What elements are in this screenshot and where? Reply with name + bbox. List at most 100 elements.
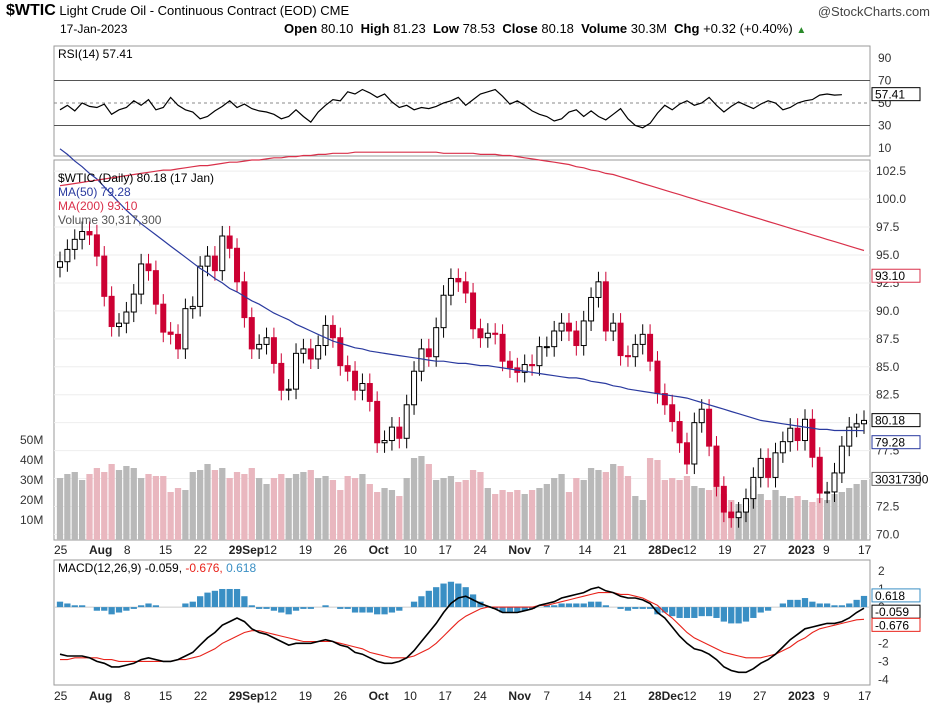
volume-bar [381,488,388,540]
volume-bar [93,468,101,540]
price-x-label: 27 [753,543,767,557]
volume-bar [543,484,550,540]
volume-bar [204,464,211,540]
volume-tick-label: 40M [20,453,43,467]
volume-bar [492,494,499,540]
macd-histogram-bar [499,607,506,613]
price-x-label: Aug [89,543,112,557]
chg-label: Chg [674,21,700,36]
candle-body [263,337,270,345]
candle-body [152,270,159,305]
candle-body [93,234,100,257]
volume-bar [256,478,263,540]
candle-body [809,418,816,458]
price-x-label: 29Sep [229,543,264,557]
macd-x-label: 27 [753,689,767,703]
macd-histogram-bar [381,607,388,615]
candle-body [499,333,506,362]
macd-histogram-bar [344,607,351,609]
price-x-label: 7 [543,543,550,557]
candle-body [315,345,322,360]
candle-body [433,327,440,358]
brand-logo[interactable]: @StockCharts.com [817,4,930,19]
price-x-label: 8 [124,543,131,557]
volume-bar [757,494,764,540]
candle-body [322,324,329,347]
volume-bar [772,490,779,540]
candle-body [477,328,484,339]
candle-body [307,348,314,360]
volume-bar [565,492,573,540]
candle-body [757,457,764,478]
candle-body [470,292,477,330]
macd-histogram-bar [809,601,816,608]
macd-histogram-bar [64,603,71,608]
candle-body [145,263,152,272]
volume-bar [573,478,580,540]
volume-bar [469,470,477,540]
macd-histogram-bar [683,607,691,618]
macd-histogram-bar [846,603,853,608]
macd-x-label: Nov [508,689,531,703]
price-x-label: 9 [823,543,830,557]
candle-body [64,248,71,263]
macd-histogram-bar [78,605,86,608]
candle-body [595,281,602,298]
candle-body [853,423,860,428]
macd-x-label: 10 [404,689,418,703]
macd-histogram-bar [654,607,661,615]
volume-bar [329,480,337,540]
volume-bar [624,476,632,540]
volume-bar [853,484,860,540]
volume-bar [713,486,720,540]
candle-body [138,263,145,295]
macd-histogram-bar [455,583,462,608]
candle-body [197,265,204,307]
candle-body [536,346,543,367]
candle-body [285,388,292,391]
macd-histogram-bar [359,607,366,613]
price-x-label: 26 [334,543,348,557]
candle-body [388,426,395,442]
ma50-current-label-box [871,435,921,450]
close-label: Close [502,21,538,36]
high-value: 81.23 [393,21,426,36]
rsi-legend: RSI(14) 57.41 [58,47,133,61]
volume-bar [248,468,255,540]
macd-line [59,586,865,674]
price-x-label: 24 [473,543,487,557]
volume-bar [292,474,300,540]
volume-bar [263,484,270,540]
candle-body [602,281,609,332]
candle-body [300,348,307,354]
price-x-label: 10 [404,543,418,557]
volume-tick-label: 20M [20,493,43,507]
volume-bar [639,500,646,540]
candle-body [204,255,211,267]
candle-body [765,457,772,478]
price-x-label: 21 [613,543,627,557]
price-x-label: 14 [578,543,592,557]
volume-bar [174,488,182,540]
macd-x-label: 21 [613,689,627,703]
macd-histogram-bar [565,603,573,608]
candle-body [632,343,639,358]
volume-bar [337,490,344,540]
volume-bar [809,502,816,540]
rsi-line [59,88,842,129]
macd-histogram-bar [521,607,528,611]
candle-body [167,331,174,335]
volume-bar [322,476,329,540]
macd-histogram-bar [595,601,602,608]
macd-histogram-bar [115,607,123,613]
candle-body [189,305,196,310]
candle-body [123,311,130,324]
price-x-label: 12 [683,543,697,557]
candle-body [226,235,233,249]
macd-histogram-bar [197,596,204,608]
candle-body [447,277,454,296]
macd-x-label: 12 [264,689,278,703]
macd-histogram-bar [742,607,750,622]
macd-histogram-bar [285,607,292,615]
